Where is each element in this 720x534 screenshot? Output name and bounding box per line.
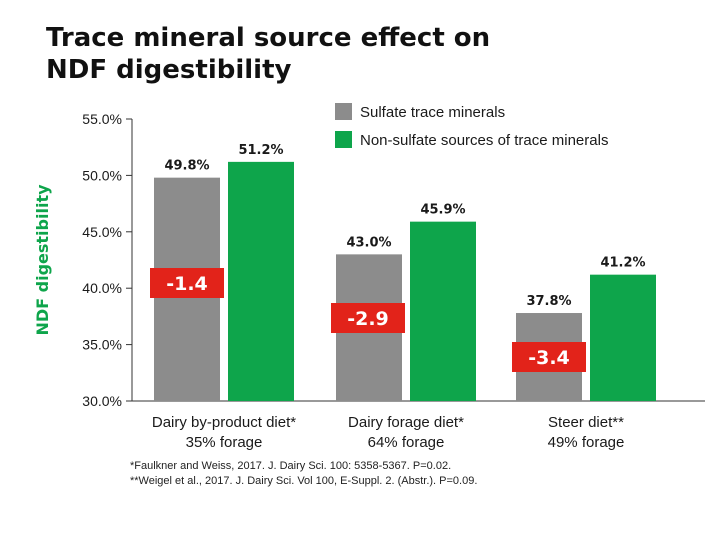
- y-tick-label: 35.0%: [82, 337, 122, 353]
- difference-label: -1.4: [166, 273, 208, 295]
- chart-title-line-2: NDF digestibility: [46, 55, 292, 85]
- bar-non-sulfate: [410, 221, 476, 401]
- data-label: 45.9%: [420, 203, 465, 218]
- data-label: 51.2%: [238, 143, 283, 158]
- difference-label: -2.9: [347, 308, 389, 330]
- category-label: Dairy by-product diet*: [152, 414, 296, 431]
- difference-badge: [512, 342, 586, 372]
- data-label: 37.8%: [526, 294, 571, 309]
- y-tick-label: 40.0%: [82, 280, 122, 296]
- data-label: 43.0%: [346, 235, 391, 250]
- chart-title-line-1: Trace mineral source effect on: [46, 23, 491, 53]
- bar-non-sulfate: [590, 274, 656, 401]
- category-label: Steer diet**: [548, 414, 624, 431]
- footnote-2: **Weigel et al., 2017. J. Dairy Sci. Vol…: [130, 475, 478, 487]
- footnotes: *Faulkner and Weiss, 2017. J. Dairy Sci.…: [130, 459, 690, 489]
- y-tick-label: 55.0%: [82, 111, 122, 127]
- data-label: 49.8%: [164, 159, 209, 174]
- legend-swatch: [335, 103, 352, 120]
- footnote-1: *Faulkner and Weiss, 2017. J. Dairy Sci.…: [130, 460, 452, 472]
- legend-swatch: [335, 131, 352, 148]
- data-label: 41.2%: [600, 256, 645, 271]
- difference-badge: [150, 268, 224, 298]
- y-tick-label: 50.0%: [82, 167, 122, 183]
- bar-non-sulfate: [228, 161, 294, 401]
- legend-label: Non-sulfate sources of trace minerals: [360, 132, 608, 149]
- y-tick-label: 45.0%: [82, 224, 122, 240]
- difference-badge: [331, 303, 405, 333]
- category-sublabel: 49% forage: [548, 434, 625, 451]
- label-layer: 49.8% 51.2% -1.4 Dairy by-product diet* 35% …: [150, 143, 646, 451]
- axis-layer: NDF digestibility 55.0% 50.0% 45.0% 40.0% 35.…: [33, 111, 705, 409]
- legend-layer: Sulfate trace minerals Non-sulfate source…: [335, 103, 608, 149]
- legend-label: Sulfate trace minerals: [360, 104, 505, 121]
- category-sublabel: 35% forage: [186, 434, 263, 451]
- y-axis-label: NDF digestibility: [33, 184, 52, 336]
- y-tick-label: 30.0%: [82, 393, 122, 409]
- chart-title: Trace mineral source effect on NDF diges…: [46, 22, 606, 86]
- category-sublabel: 64% forage: [368, 434, 445, 451]
- category-label: Dairy forage diet*: [348, 414, 464, 431]
- difference-label: -3.4: [528, 347, 570, 369]
